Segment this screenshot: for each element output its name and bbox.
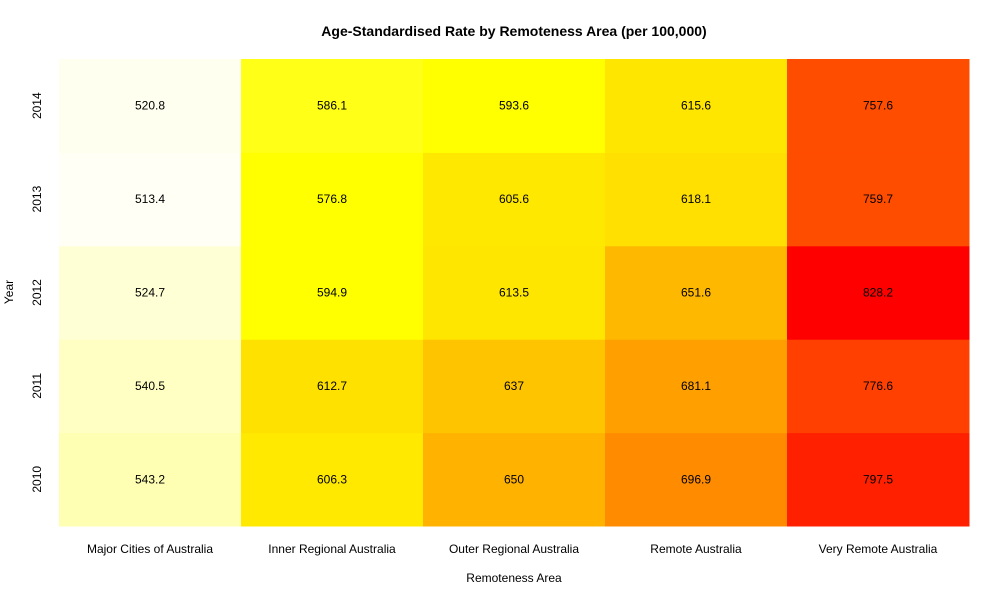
cell-value-label: 520.8: [135, 99, 165, 113]
cell-value-label: 605.6: [499, 192, 529, 206]
chart-title: Age-Standardised Rate by Remoteness Area…: [321, 23, 706, 39]
heatmap-cell-2011-5: [787, 339, 970, 434]
heatmap-cell-2012-3: [423, 245, 606, 340]
y-tick-label: 2012: [30, 279, 44, 306]
heatmap-cell-2013-4: [605, 152, 788, 247]
heatmap-cells: [59, 59, 970, 527]
y-axis-label: Year: [2, 280, 16, 304]
heatmap-cell-2013-5: [787, 152, 970, 247]
cell-value-label: 618.1: [681, 192, 711, 206]
cell-value-label: 513.4: [135, 192, 165, 206]
cell-value-label: 757.6: [863, 99, 893, 113]
heatmap-cell-2013-2: [241, 152, 424, 247]
heatmap-cell-2012-2: [241, 245, 424, 340]
cell-value-label: 612.7: [317, 379, 347, 393]
heatmap-cell-2010-3: [423, 432, 606, 527]
y-tick-label: 2011: [30, 373, 44, 399]
heatmap-cell-2014-5: [787, 59, 970, 153]
cell-value-label: 540.5: [135, 379, 165, 393]
cell-value-label: 593.6: [499, 99, 529, 113]
cell-value-label: 576.8: [317, 192, 347, 206]
heatmap-cell-2011-4: [605, 339, 788, 434]
heatmap-cell-2012-5: [787, 245, 970, 340]
heatmap-cell-2012-1: [59, 245, 242, 340]
cell-value-label: 606.3: [317, 472, 347, 486]
heatmap-cell-2010-2: [241, 432, 424, 527]
cell-value-label: 681.1: [681, 379, 711, 393]
cell-value-label: 759.7: [863, 192, 893, 206]
cell-value-label: 586.1: [317, 99, 347, 113]
heatmap-cell-2010-5: [787, 432, 970, 527]
cell-value-label: 650: [504, 472, 524, 486]
cell-value-label: 613.5: [499, 286, 529, 300]
heatmap-cell-2011-2: [241, 339, 424, 434]
heatmap-cell-2013-3: [423, 152, 606, 247]
x-tick-label: Very Remote Australia: [819, 542, 938, 556]
cell-value-label: 615.6: [681, 99, 711, 113]
heatmap-cell-2012-4: [605, 245, 788, 340]
heatmap-cell-2010-1: [59, 432, 242, 527]
y-tick-label: 2013: [30, 185, 44, 212]
heatmap-cell-2010-4: [605, 432, 788, 527]
x-axis-label: Remoteness Area: [466, 571, 562, 585]
x-tick-label: Inner Regional Australia: [268, 542, 396, 556]
y-tick-label: 2010: [30, 466, 44, 493]
cell-value-label: 828.2: [863, 286, 893, 300]
cell-value-labels: 543.2 606.3 650 696.9 797.5 540.5 612.7 637 681.…: [135, 99, 893, 487]
cell-value-label: 651.6: [681, 286, 711, 300]
heatmap-cell-2014-1: [59, 59, 242, 153]
cell-value-label: 696.9: [681, 472, 711, 486]
x-tick-label: Major Cities of Australia: [87, 542, 213, 556]
cell-value-label: 637: [504, 379, 524, 393]
y-tick-label: 2014: [30, 92, 44, 119]
heatmap-cell-2014-4: [605, 59, 788, 153]
y-axis-tick-labels: 2010 2011 2012 2013 2014: [30, 92, 44, 493]
heatmap-cell-2014-2: [241, 59, 424, 153]
cell-value-label: 594.9: [317, 286, 347, 300]
heatmap-cell-2013-1: [59, 152, 242, 247]
heatmap-cell-2011-3: [423, 339, 606, 434]
heatmap-cell-2014-3: [423, 59, 606, 153]
x-tick-label: Outer Regional Australia: [449, 542, 579, 556]
cell-value-label: 524.7: [135, 286, 165, 300]
x-tick-label: Remote Australia: [650, 542, 742, 556]
cell-value-label: 776.6: [863, 379, 893, 393]
x-axis-tick-labels: Major Cities of Australia Inner Regional …: [87, 542, 938, 556]
cell-value-label: 543.2: [135, 472, 165, 486]
cell-value-label: 797.5: [863, 472, 893, 486]
heatmap-cell-2011-1: [59, 339, 242, 434]
